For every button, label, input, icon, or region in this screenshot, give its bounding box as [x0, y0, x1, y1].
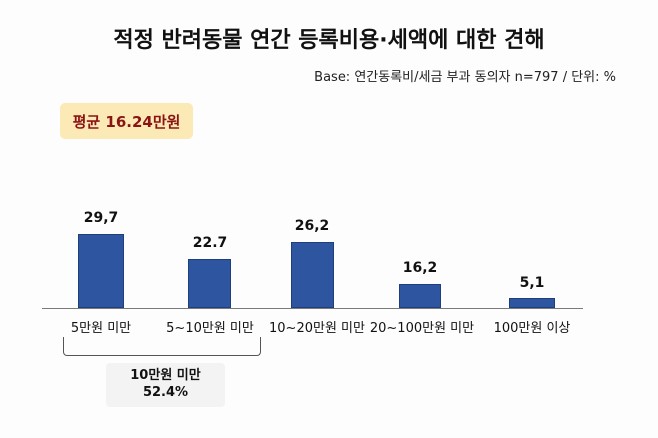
- category-label: 5~10만원 미만: [166, 321, 254, 336]
- bar-value-label: 22.7: [192, 235, 228, 251]
- x-axis-line: [42, 308, 583, 309]
- bar-value-label: 5,1: [519, 275, 545, 291]
- bar-10-20만원-미만: [291, 242, 334, 308]
- average-badge: 평균 16.24만원: [60, 103, 193, 139]
- group-bracket: [63, 337, 261, 356]
- category-label: 100만원 이상: [493, 321, 571, 336]
- bar-20-100만원-미만: [399, 284, 441, 308]
- bar-value-label: 29,7: [83, 210, 119, 226]
- group-value: 52.4%: [142, 385, 189, 400]
- category-label: 5만원 미만: [70, 321, 132, 336]
- group-annotation: 10만원 미만 52.4%: [106, 363, 225, 407]
- bar-value-label: 26,2: [294, 218, 330, 234]
- average-label: 평균 16.24만원: [72, 112, 181, 131]
- group-label: 10만원 미만: [130, 368, 201, 383]
- bar-100만원-이상: [509, 298, 555, 308]
- chart-title: 적정 반려동물 연간 등록비용·세액에 대한 견해: [113, 28, 545, 53]
- category-label: 10~20만원 미만: [269, 321, 365, 336]
- base-note: Base: 연간동록비/세금 부과 동의자 n=797 / 단위: %: [314, 70, 616, 85]
- bar-value-label: 16,2: [402, 260, 438, 276]
- bar-5-10만원-미만: [188, 259, 231, 308]
- bar-5만원-미만: [78, 234, 124, 308]
- category-label: 20~100만원 미만: [369, 321, 475, 336]
